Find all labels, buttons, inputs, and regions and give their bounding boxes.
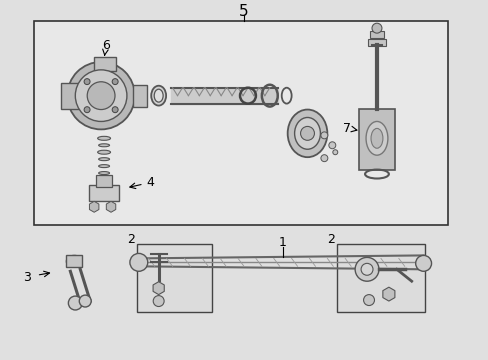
Text: 2: 2 (127, 233, 135, 246)
Ellipse shape (99, 179, 109, 181)
Ellipse shape (287, 109, 326, 157)
Circle shape (87, 82, 115, 109)
Bar (170, 88, 277, 104)
Text: 1: 1 (278, 236, 286, 249)
Ellipse shape (154, 89, 163, 102)
Bar (89, 185, 119, 201)
Circle shape (415, 255, 431, 271)
Bar (367, 39, 385, 46)
Text: 7: 7 (343, 122, 350, 135)
Circle shape (68, 296, 82, 310)
Text: 2: 2 (327, 233, 335, 246)
Circle shape (112, 78, 118, 85)
Ellipse shape (66, 255, 82, 267)
Bar (137, 244, 212, 312)
Text: 3: 3 (23, 271, 31, 284)
Bar (34, 21, 447, 225)
Bar (66, 255, 82, 267)
Bar (94, 57, 116, 71)
Ellipse shape (151, 86, 166, 105)
Circle shape (354, 257, 378, 281)
Circle shape (300, 126, 314, 140)
Bar (133, 85, 146, 107)
Circle shape (112, 107, 118, 113)
Bar (96, 175, 112, 187)
Bar (337, 244, 424, 312)
Ellipse shape (294, 117, 320, 149)
Ellipse shape (98, 150, 110, 154)
Circle shape (332, 150, 337, 155)
Ellipse shape (99, 165, 109, 168)
Circle shape (153, 296, 164, 306)
Ellipse shape (366, 121, 387, 155)
Ellipse shape (99, 144, 109, 147)
Circle shape (320, 155, 327, 162)
Circle shape (84, 78, 90, 85)
Ellipse shape (370, 129, 382, 148)
Bar (358, 109, 394, 170)
Circle shape (360, 264, 372, 275)
Circle shape (67, 62, 135, 129)
Ellipse shape (98, 136, 110, 140)
Ellipse shape (99, 158, 109, 161)
Text: 5: 5 (239, 4, 248, 19)
Text: 4: 4 (146, 176, 154, 189)
Bar (61, 83, 79, 109)
Circle shape (75, 70, 127, 121)
Circle shape (84, 107, 90, 113)
Circle shape (320, 132, 327, 139)
Circle shape (79, 295, 91, 307)
Text: 6: 6 (102, 39, 110, 51)
Ellipse shape (99, 172, 109, 175)
Bar (369, 31, 383, 38)
Circle shape (130, 253, 147, 271)
Circle shape (328, 142, 335, 149)
Circle shape (363, 294, 374, 306)
Circle shape (371, 23, 381, 33)
